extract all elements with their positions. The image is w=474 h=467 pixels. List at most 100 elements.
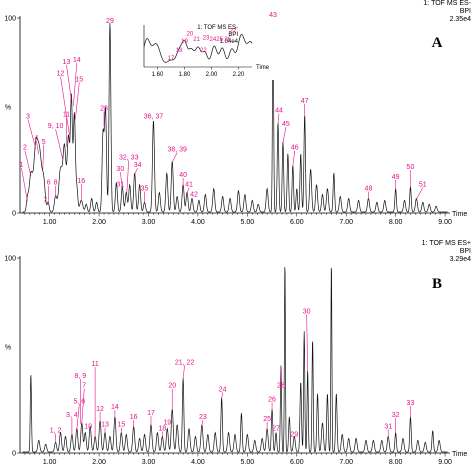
inset-x-tick-label: 1.60 — [152, 72, 164, 78]
peak-leader-line — [81, 388, 85, 424]
peak-label: 11 — [91, 361, 98, 368]
peak-label: 25 — [263, 416, 271, 423]
x-tick-label: 2.00 — [92, 219, 106, 226]
peak-label: 6 — [47, 180, 51, 187]
peak-label: 3 — [26, 113, 30, 120]
inset-peak-label: 25 — [216, 37, 223, 43]
chart-header-line: 1: TOF MS ES- — [423, 0, 471, 7]
peak-label: 7 — [43, 197, 47, 204]
peak-label: 3, 4 — [66, 412, 78, 419]
inset-peak-label: 20 — [187, 32, 194, 38]
peak-label: 31 — [116, 182, 124, 189]
inset-header-line: 1: TOF MS ES- — [197, 25, 238, 31]
x-tick-label: 2.00 — [92, 459, 106, 466]
peak-leader-line — [60, 76, 70, 136]
peak-label: 14 — [111, 404, 119, 411]
peak-label: 34 — [134, 162, 142, 169]
peak-label: 16 — [77, 178, 85, 185]
peak-label: 48 — [365, 186, 373, 193]
peak-label: 29 — [106, 18, 114, 25]
peak-leader-line — [277, 113, 280, 124]
peak-label: 32, 33 — [119, 154, 139, 161]
x-tick-label: 5.00 — [241, 459, 255, 466]
peak-label: 1, 2 — [50, 428, 62, 435]
inset-series-line — [143, 34, 253, 63]
peak-label: 15 — [75, 76, 83, 83]
x-tick-label: 7.00 — [339, 459, 353, 466]
chart-header-line: 1: TOF MS ES+ — [422, 240, 471, 247]
panel-letter: B — [432, 276, 442, 292]
inset-background — [142, 24, 290, 80]
peak-label: 30 — [303, 309, 311, 316]
peak-leader-line — [306, 314, 308, 372]
chart-header-line: BPI — [460, 248, 471, 255]
x-tick-label: 4.00 — [191, 219, 205, 226]
x-tick-label: 8.00 — [389, 219, 403, 226]
peak-leader-line — [24, 150, 32, 177]
peak-label: 32 — [392, 412, 400, 419]
peak-label: 46 — [291, 145, 299, 152]
y-tick-label: 0 — [12, 451, 16, 458]
peak-label: 8 — [54, 180, 58, 187]
peak-leader-line — [76, 404, 80, 430]
peak-label: 13 — [101, 422, 109, 429]
peak-label: 5, 6 — [73, 398, 85, 405]
peak-label: 41 — [185, 182, 193, 189]
inset-peak-label: 17 — [168, 56, 175, 62]
peak-label: 5 — [42, 139, 46, 146]
peak-label: 45 — [282, 121, 290, 128]
peak-label: 12 — [57, 71, 65, 78]
chart-header-line: BPI — [460, 8, 471, 15]
inset-peak-label: 22 — [200, 48, 207, 54]
peak-label: 26 — [268, 396, 276, 403]
inset-peak-label: 21 — [193, 37, 200, 43]
peak-label: 42 — [190, 191, 198, 198]
peak-label: 23 — [199, 414, 207, 421]
panel-b-chromatogram: 0 100% 1.00 2.00 3.00 4.00 5.00 6.00 7.00 8.00 9.0… — [4, 240, 471, 466]
inset-peak-label: 27 — [230, 28, 237, 34]
peak-label: 1 — [20, 162, 24, 169]
inset-peak-label: 18 — [176, 48, 183, 54]
chart-header-line: 2.35e4 — [450, 16, 472, 23]
peak-label: 33 — [407, 400, 415, 407]
inset-header-line: 1.04e4 — [220, 39, 239, 45]
chart-header-line: 3.29e4 — [450, 256, 472, 263]
peak-leader-line — [75, 82, 80, 120]
peak-leader-line — [201, 419, 204, 426]
peak-label: 16 — [130, 414, 138, 421]
inset-peak-label: 19 — [181, 39, 188, 45]
x-tick-label: 9.00 — [438, 219, 452, 226]
peak-leader-line — [221, 392, 223, 399]
peak-label: 31 — [384, 424, 392, 431]
inset-chromatogram: 1.60 1.80 2.00 2.20 Time 1: TOF MS ES-BPI1.04… — [142, 24, 290, 80]
peak-label: 44 — [275, 108, 283, 115]
peak-leader-line — [416, 187, 424, 200]
peak-label: 30 — [116, 166, 124, 173]
y-tick-label: 100 — [4, 256, 16, 263]
inset-header-line: BPI — [228, 32, 238, 38]
x-axis-label: Time — [452, 451, 467, 458]
y-tick-label: 100 — [4, 16, 16, 23]
peak-leader-line — [36, 140, 40, 155]
peak-leader-line — [134, 168, 138, 175]
peak-label: 10 — [84, 424, 92, 431]
peak-leader-line — [186, 187, 190, 194]
peak-leader-line — [126, 160, 130, 194]
peak-leader-line — [120, 172, 123, 188]
peak-label: 7 — [82, 383, 86, 390]
peak-label: 28 — [100, 106, 108, 113]
inset-peak-label: 24 — [210, 37, 217, 43]
y-axis-label: % — [5, 345, 11, 352]
x-tick-label: 1.00 — [43, 459, 57, 466]
x-axis-label: Time — [452, 211, 467, 218]
peak-label: 43 — [269, 12, 277, 19]
peak-label: 51 — [419, 182, 427, 189]
peak-label: 50 — [407, 164, 415, 171]
x-tick-label: 6.00 — [290, 459, 304, 466]
peak-leader-line — [66, 64, 72, 100]
inset-x-tick-label: 2.20 — [233, 72, 245, 78]
peak-leader-line — [42, 144, 45, 171]
peak-label: 21, 22 — [175, 359, 195, 366]
peak-label: 8, 9 — [74, 373, 86, 380]
